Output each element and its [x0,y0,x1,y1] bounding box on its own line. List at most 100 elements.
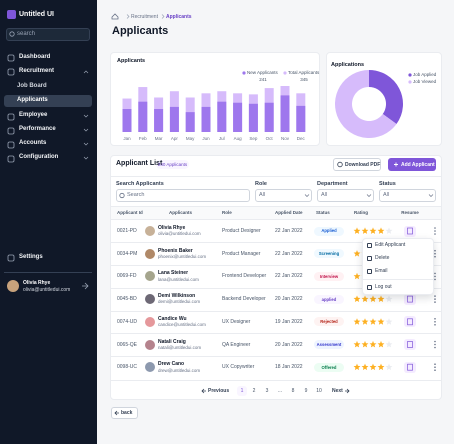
more-dot [434,343,436,346]
breadcrumb-chevron [126,14,130,19]
pagination-prev[interactable]: Previous [208,388,230,394]
nav-icon [7,141,15,149]
nav-icon [7,54,15,62]
breadcrumb[interactable]: Recruitment [131,13,158,20]
select[interactable] [317,189,374,202]
nav-item[interactable]: Performance [19,126,56,133]
select[interactable] [379,189,436,202]
page-number[interactable]: 9 [304,388,308,394]
applicant-id: 0045-BD [117,296,137,303]
plus-icon [394,162,398,167]
more-dot [434,227,436,229]
pagination-next[interactable]: Next [332,388,343,394]
sub-nav-item[interactable]: Job Board [17,83,47,90]
role: Product Manager [222,250,261,257]
avatar [145,294,155,305]
nav-icon [7,254,15,262]
logo [7,10,16,19]
nav-chevron [83,142,89,146]
bar [248,103,258,132]
avatar [145,226,155,236]
nav-item[interactable]: Settings [19,254,43,261]
star [361,227,369,234]
status-badge [314,317,344,327]
rating [353,295,393,303]
status-badge [314,362,344,372]
select[interactable] [255,189,312,202]
nav-item[interactable]: Employee [19,112,48,119]
donut-slice [335,70,397,139]
star [353,227,361,234]
sub-nav-item[interactable]: Applicants [17,97,48,104]
resume-button[interactable] [404,361,416,373]
star [353,272,361,280]
resume-button[interactable] [404,293,416,305]
header-divider [110,176,442,177]
resume-button[interactable] [404,225,416,237]
nav-item[interactable]: Accounts [19,140,47,147]
bar [185,112,195,132]
home-icon [111,13,119,20]
applicant-name: Demi Wilkinson [158,293,196,300]
role: Frontend Developer [222,273,267,280]
row-divider [111,333,441,335]
page-number[interactable]: 3 [265,388,269,394]
bar [122,109,132,132]
menu-item[interactable]: Edit Applicant [375,242,406,248]
more-dot [434,233,436,235]
page-number[interactable]: 8 [291,388,295,394]
star [385,340,393,348]
applicant-id: 0021-PD [117,228,137,234]
button-label[interactable]: Add Applicant [401,161,435,168]
search-box[interactable] [6,28,90,41]
page-number[interactable]: ... [277,388,283,394]
bar [296,105,306,132]
download-button[interactable] [333,158,381,171]
status: Interview [319,273,339,279]
x-tick-label: Dec [296,136,305,142]
back-label[interactable]: back [121,410,133,416]
avatar [145,362,155,373]
more-dot [434,363,436,366]
brand: Untitled UI [19,10,54,18]
page-number[interactable]: 10 [316,388,322,394]
more-dot [434,321,436,323]
applicant-id: 0069-FD [117,273,137,280]
nav-item[interactable]: Recruitment [19,68,55,75]
star [369,227,377,234]
page-number[interactable]: 2 [252,388,256,394]
avatar [145,271,155,282]
breadcrumb: Applicants [166,13,192,20]
star [385,295,393,303]
page-number[interactable]: 1 [240,388,244,394]
search-input[interactable] [116,189,250,202]
button-label[interactable]: Download PDF [345,161,381,168]
more-dot [434,275,436,278]
sidebar [0,0,97,444]
star [377,318,385,325]
nav-chevron [83,156,89,160]
menu-item[interactable]: Log out [375,284,392,290]
menu-item[interactable]: Email [375,268,388,274]
back-button[interactable] [111,407,138,419]
user-name: Olivia Rhye [23,280,51,286]
column-header: Role [222,210,232,216]
x-tick-label: Feb [138,136,147,142]
legend-dot [242,71,246,75]
chart-title: Applications [331,61,365,68]
applied-date: 19 Jan 2022 [275,318,303,325]
nav-icon [7,113,15,121]
role: QA Engineer [222,341,251,348]
nav-item[interactable]: Configuration [19,154,59,161]
file-icon [407,295,413,303]
nav-item[interactable]: Dashboard [19,54,51,61]
menu-item[interactable]: Delete [375,255,390,261]
active-item[interactable] [4,95,92,107]
applicant-name: Candice Wu [158,315,187,322]
bar [217,101,227,132]
resume-button[interactable] [404,339,416,350]
add-button[interactable] [388,158,436,171]
resume-button[interactable] [404,316,416,328]
applicant-name: Phoenix Baker [158,247,193,254]
